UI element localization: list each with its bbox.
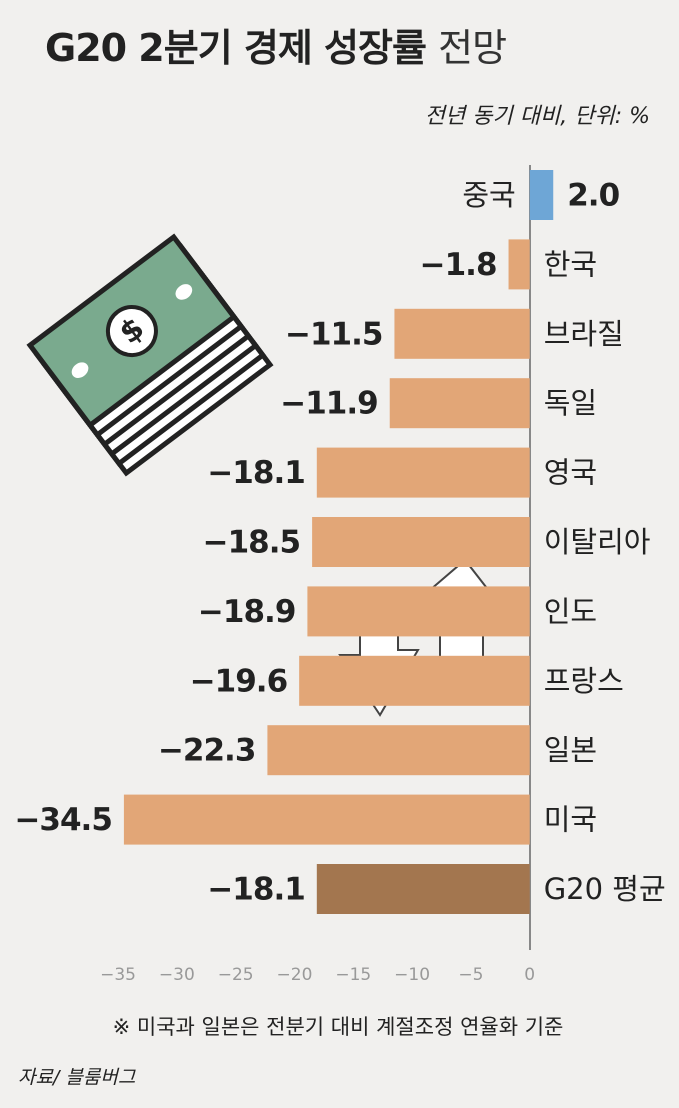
- x-tick-label: −20: [277, 965, 313, 985]
- value-label: −1.8: [420, 247, 497, 283]
- value-label: −18.1: [207, 455, 304, 491]
- category-label: 일본: [544, 733, 597, 767]
- x-tick-label: −5: [458, 965, 483, 985]
- source: 자료/ 블룸버그: [18, 1067, 136, 1089]
- bar: [312, 517, 530, 567]
- category-label: 미국: [544, 803, 597, 837]
- money-icon: $: [26, 233, 274, 477]
- bar: [394, 308, 530, 359]
- x-tick-label: 0: [524, 965, 535, 985]
- value-label: −19.6: [190, 663, 287, 699]
- category-label: 독일: [544, 386, 597, 420]
- title-suffix: 전망: [438, 26, 506, 70]
- bar: [316, 864, 530, 914]
- bar: [316, 447, 530, 498]
- x-tick-label: −25: [218, 965, 254, 985]
- category-label: 중국: [462, 178, 515, 212]
- value-label: −18.9: [198, 594, 295, 630]
- value-label: 2.0: [567, 178, 619, 214]
- value-label: −34.5: [14, 802, 111, 838]
- category-label: 영국: [544, 456, 597, 490]
- bar: [299, 655, 530, 706]
- category-label: G20 평균: [544, 872, 666, 906]
- category-label: 이탈리아: [544, 525, 651, 559]
- category-label: 인도: [544, 594, 597, 628]
- bar: [529, 170, 554, 220]
- x-tick-label: −15: [335, 965, 371, 985]
- value-label: −18.5: [203, 525, 300, 561]
- bar: [267, 725, 530, 776]
- bar: [389, 378, 530, 429]
- note: ※ 미국과 일본은 전분기 대비 계절조정 연율화 기준: [113, 1015, 564, 1039]
- value-label: −18.1: [207, 872, 304, 908]
- subtitle: 전년 동기 대비, 단위: %: [425, 104, 650, 129]
- x-tick-label: −35: [100, 965, 136, 985]
- title-main: G20 2분기 경제 성장률: [45, 26, 426, 70]
- value-label: −22.3: [158, 733, 255, 769]
- bar: [307, 586, 530, 637]
- chart-title: G20 2분기 경제 성장률 전망: [45, 26, 506, 70]
- value-label: −11.5: [285, 316, 382, 352]
- category-label: 한국: [544, 247, 597, 281]
- category-label: 브라질: [544, 317, 624, 351]
- value-label: −11.9: [280, 386, 377, 422]
- category-label: 프랑스: [544, 664, 624, 698]
- bar: [508, 239, 530, 290]
- bar: [123, 794, 530, 845]
- x-tick-label: −10: [394, 965, 430, 985]
- x-tick-label: −30: [159, 965, 195, 985]
